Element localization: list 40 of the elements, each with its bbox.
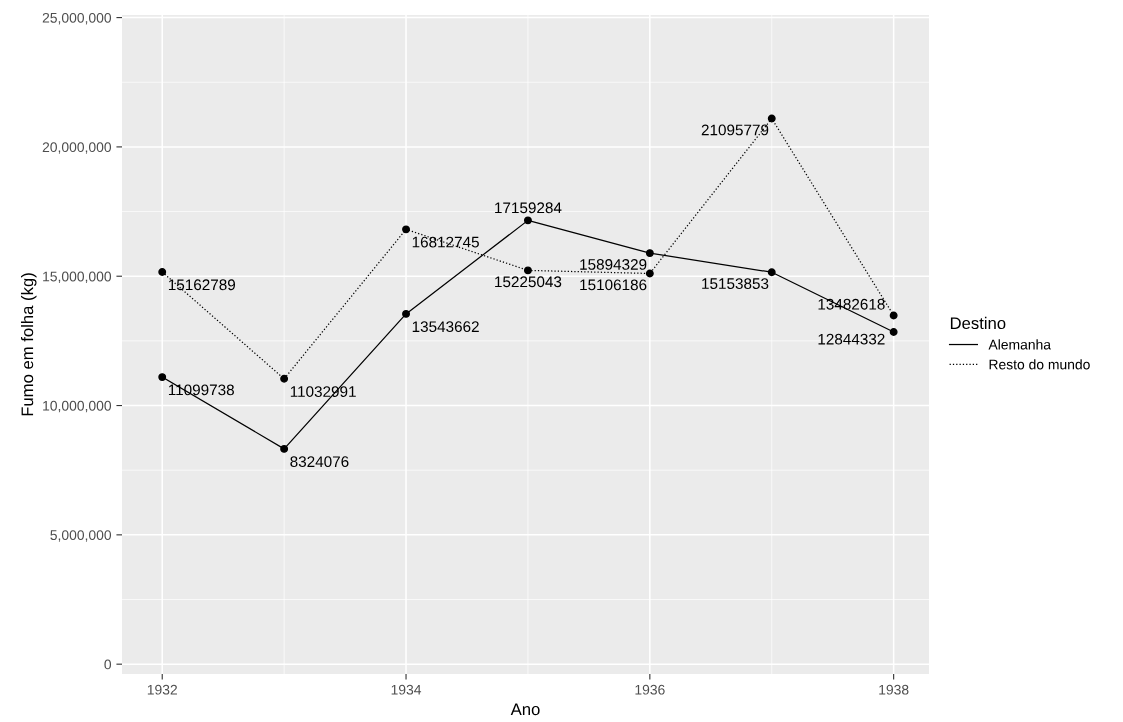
- point: [767, 114, 776, 123]
- point: [280, 444, 289, 453]
- point: [523, 266, 532, 275]
- y-tick-label: 0: [104, 659, 112, 670]
- y-tick-label: 15,000,000: [43, 271, 112, 284]
- x-tick-label: 1936: [635, 684, 665, 695]
- point: [158, 268, 167, 276]
- x-tick-label: 1938: [879, 684, 909, 695]
- data-label: 17159284: [495, 202, 562, 214]
- point: [767, 268, 776, 277]
- x-axis-title: Ano: [510, 703, 540, 716]
- legend-title: Destino: [950, 316, 1006, 330]
- data-label: 12844332: [818, 333, 885, 345]
- point: [280, 374, 289, 383]
- data-label: 15153853: [702, 278, 769, 290]
- y-axis-title: Fumo em folha (kg): [20, 273, 37, 416]
- data-label: 13543662: [412, 321, 479, 333]
- data-label: 16812745: [412, 236, 479, 248]
- legend-label: Alemanha: [988, 339, 1051, 350]
- point: [889, 328, 898, 336]
- point: [402, 225, 410, 234]
- data-label: 15225043: [495, 276, 562, 288]
- data-label: 15162789: [168, 279, 236, 291]
- x-tick-label: 1932: [147, 684, 177, 695]
- data-label: 15106186: [580, 279, 647, 291]
- point: [645, 269, 654, 278]
- y-tick-label: 10,000,000: [43, 400, 112, 413]
- y-tick-label: 20,000,000: [42, 142, 112, 154]
- point: [158, 373, 167, 382]
- point: [645, 249, 654, 258]
- point: [402, 309, 410, 318]
- x-tick-label: 1934: [391, 684, 422, 695]
- data-label: 21095779: [701, 124, 769, 136]
- y-tick-label: 5,000,000: [50, 530, 112, 542]
- legend-label: Resto do mundo: [989, 359, 1090, 370]
- point: [523, 216, 532, 225]
- y-tick-label: 25,000,000: [42, 12, 112, 25]
- data-label: 8324076: [290, 456, 349, 468]
- data-label: 15894329: [580, 259, 647, 270]
- point: [889, 311, 898, 320]
